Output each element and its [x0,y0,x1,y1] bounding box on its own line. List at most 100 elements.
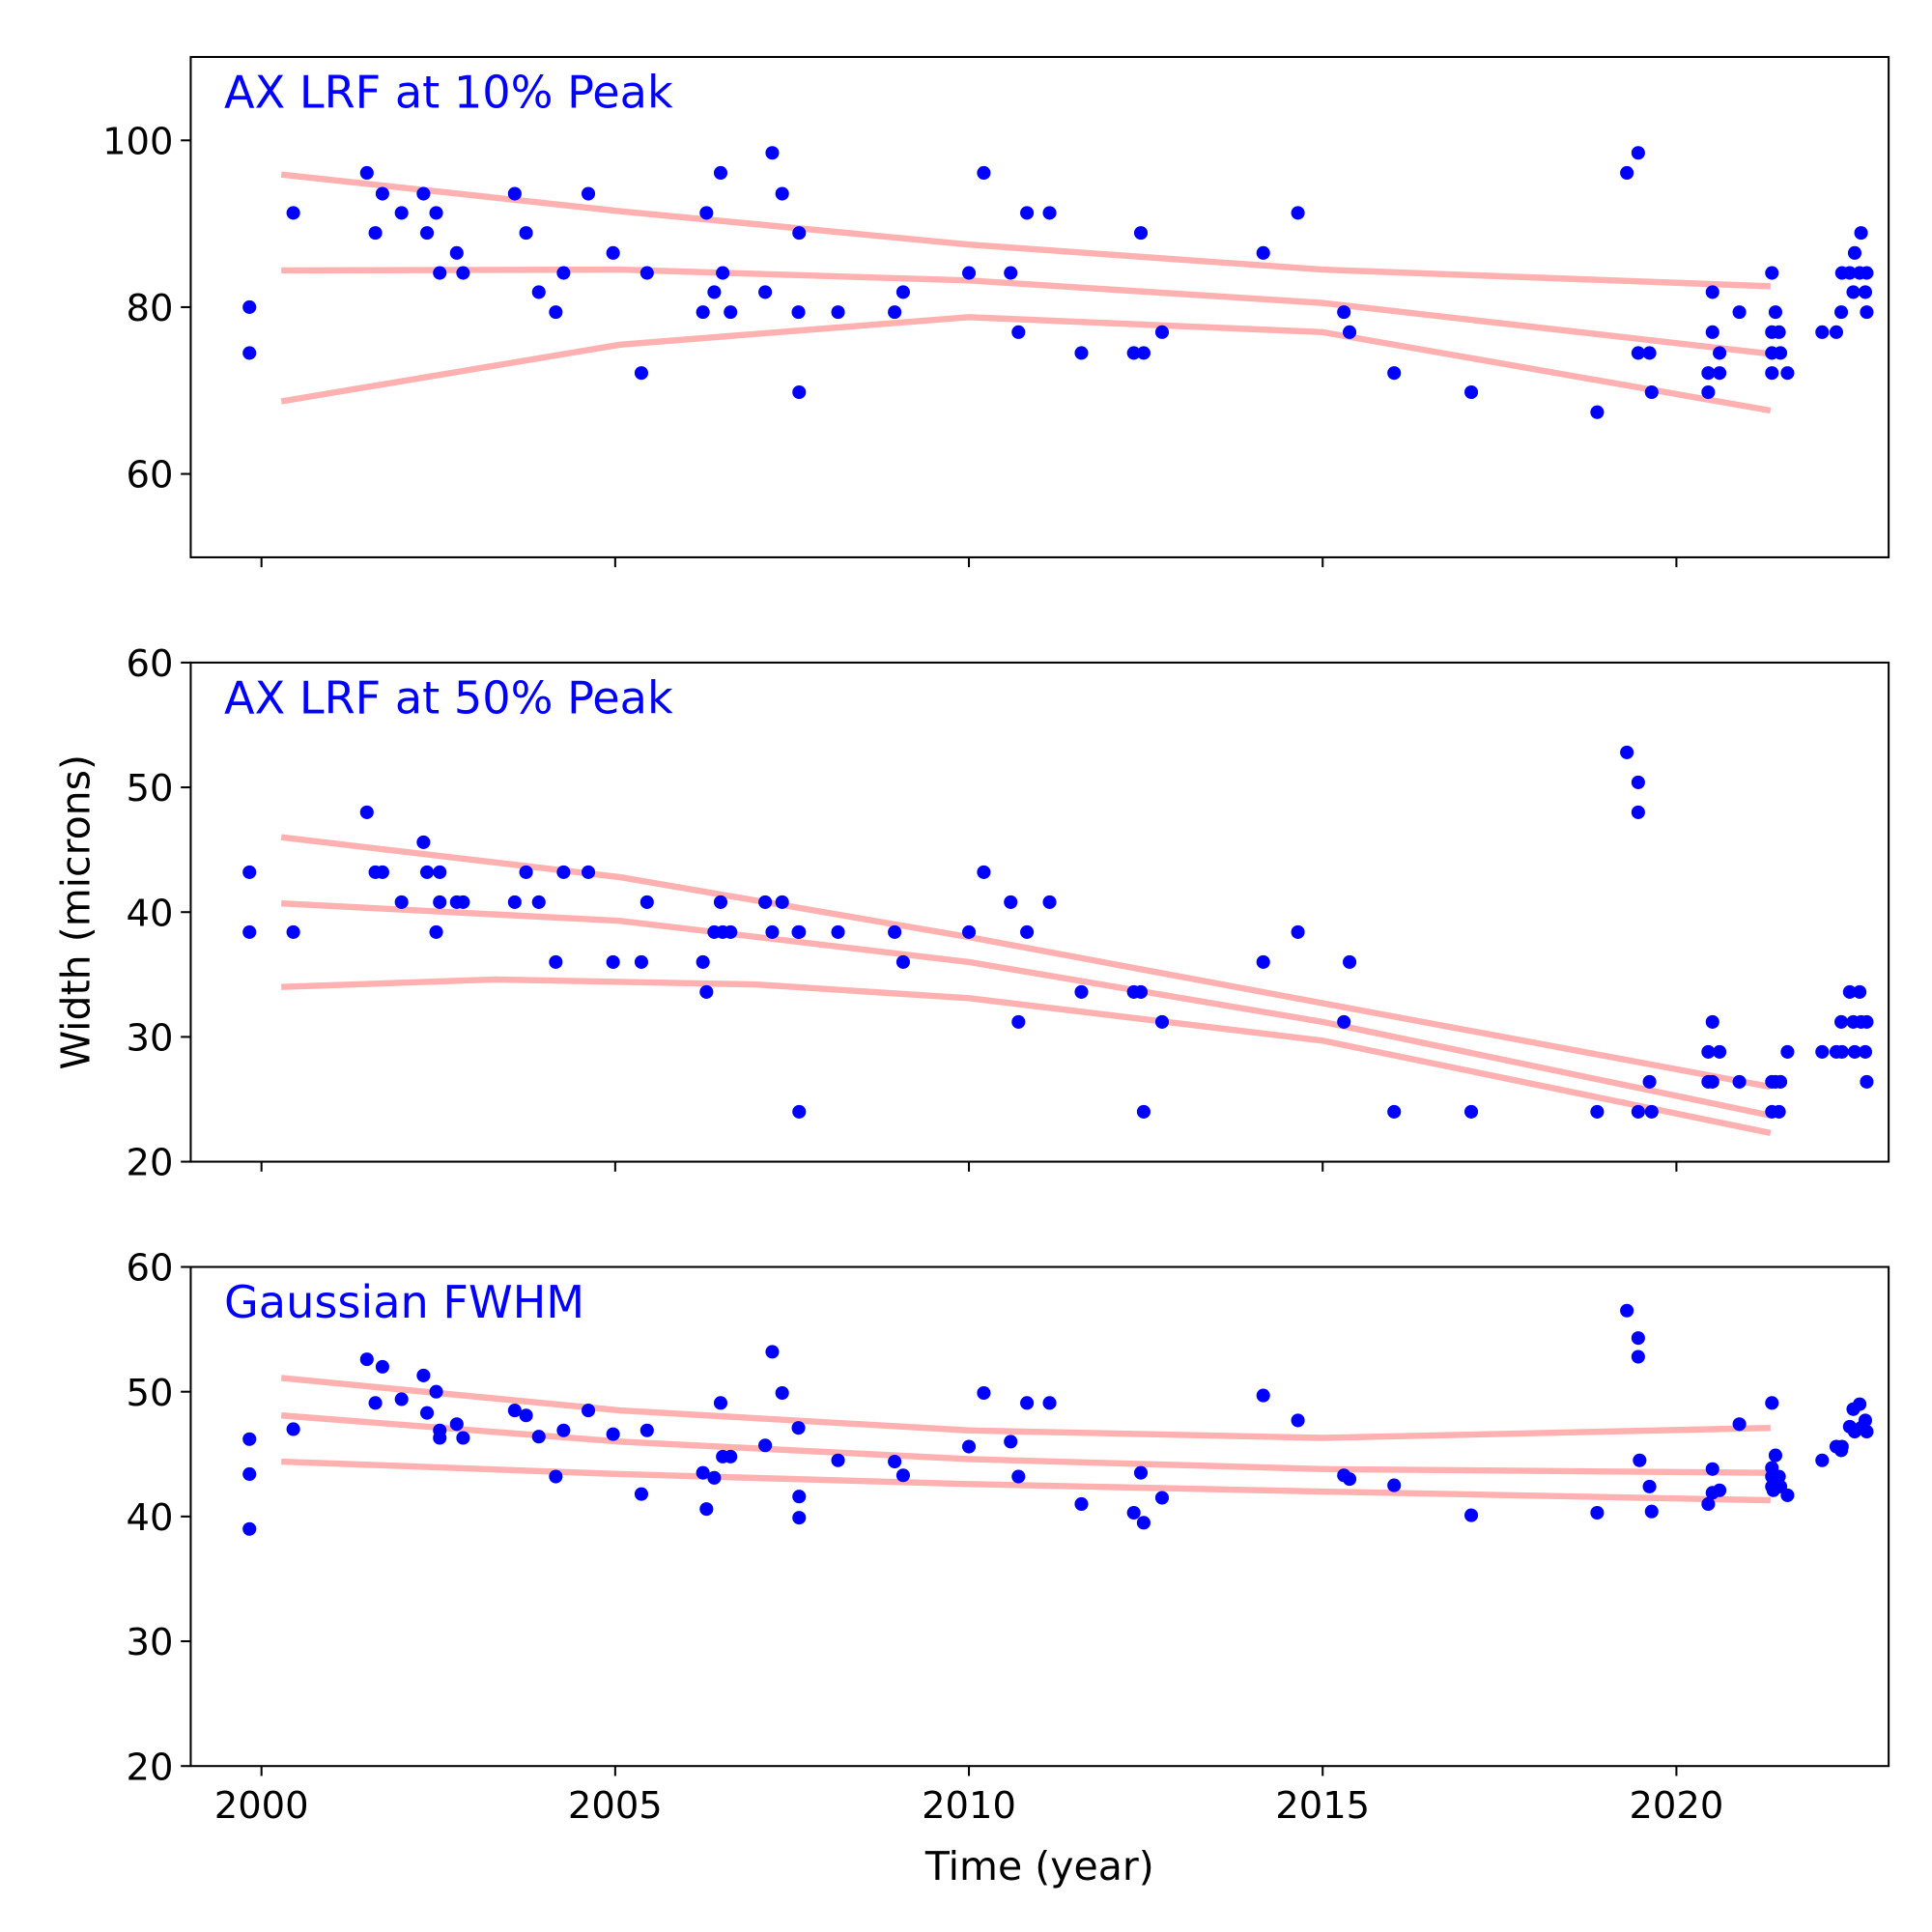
data-point [429,206,443,220]
y-tick-label: 40 [127,1496,174,1540]
data-point [1774,346,1788,360]
data-point [1631,775,1645,789]
data-point [394,206,409,220]
data-point [1004,266,1018,280]
data-point [419,226,435,241]
y-tick-label: 60 [127,1247,174,1291]
data-point [531,1430,546,1444]
data-point [1860,305,1874,320]
panel-title: AX LRF at 50% Peak [224,671,673,724]
x-tick-label: 2015 [1275,1784,1370,1828]
data-point [977,865,991,879]
data-point [1853,984,1867,999]
data-point [1644,384,1659,400]
data-point [1732,305,1747,320]
x-tick-label: 2005 [568,1784,663,1828]
data-point [1463,1508,1479,1522]
data-point [724,924,738,939]
data-point [1631,1350,1645,1364]
data-point [1631,346,1645,360]
data-point [1860,1074,1874,1089]
data-point [1343,325,1357,339]
data-point [549,954,563,969]
data-point [775,186,789,201]
data-point [792,226,807,241]
x-axis-label: Time (year) [924,1843,1154,1889]
data-point [606,954,620,969]
data-point [1644,1504,1659,1519]
data-point [581,1404,596,1418]
data-point [1713,1483,1727,1497]
fit-line-3 [280,314,1772,414]
data-point [1701,1496,1716,1512]
data-point [1858,1044,1873,1059]
data-point [1701,1044,1716,1059]
data-point [1834,1439,1849,1454]
data-point [961,1439,977,1454]
data-point [765,1345,780,1359]
data-point [1701,384,1716,400]
data-point [758,1438,773,1453]
x-tick-label: 2000 [214,1784,309,1828]
data-point [359,165,374,181]
data-point [1136,1516,1151,1530]
data-point [713,165,728,181]
data-point [368,226,383,241]
data-point [394,895,409,909]
data-point [1858,285,1873,299]
y-tick-label: 30 [127,1621,174,1664]
data-point [433,266,447,280]
data-point [639,895,654,909]
data-point [1590,405,1605,419]
data-point [507,186,522,201]
data-point [519,865,533,879]
data-point [1705,325,1719,339]
data-point [707,285,722,299]
data-point [1705,1074,1719,1089]
data-point [359,805,374,819]
data-point [1815,1453,1830,1467]
data-point [531,285,546,299]
data-point [449,1417,464,1432]
data-point [1011,1014,1026,1029]
data-point [556,266,571,280]
data-point [1847,1044,1862,1059]
data-point [1620,165,1634,181]
data-point [1774,1074,1788,1089]
data-point [696,305,710,320]
data-point [639,266,654,280]
data-point [456,895,470,909]
data-point [1853,1397,1867,1411]
data-point [416,1368,431,1382]
data-point [1631,1104,1645,1119]
data-point [724,305,738,320]
data-point [1701,366,1716,381]
x-tick-label: 2020 [1629,1784,1723,1828]
data-point [1780,366,1795,381]
data-point [1133,226,1149,241]
data-point [831,1453,845,1467]
data-point [1642,1479,1657,1493]
data-point [713,895,728,909]
panel-2: 20 30 40 50 60 AX LRF at 50% Peak Width (micro… [52,642,1890,1185]
data-point [1126,1505,1141,1520]
data-point [519,226,533,241]
data-point [549,1469,563,1484]
data-point [375,1359,389,1374]
panel-1: 60 80 100 AX LRF at 10% Peak [102,55,1890,568]
data-point [1590,1104,1605,1119]
data-point [707,1470,722,1485]
data-point [961,266,977,280]
fit-line-1 [280,834,1772,1091]
fit-line-2 [281,899,1772,1119]
data-point [775,1385,789,1401]
data-point [1074,346,1089,360]
data-point [1042,206,1057,220]
data-point [888,305,902,320]
data-point [765,146,780,160]
y-tick-label: 80 [127,287,174,330]
y-tick-label: 100 [102,120,173,163]
fit-line-1 [280,1375,1771,1441]
data-point [1337,305,1351,320]
data-point [758,285,773,299]
